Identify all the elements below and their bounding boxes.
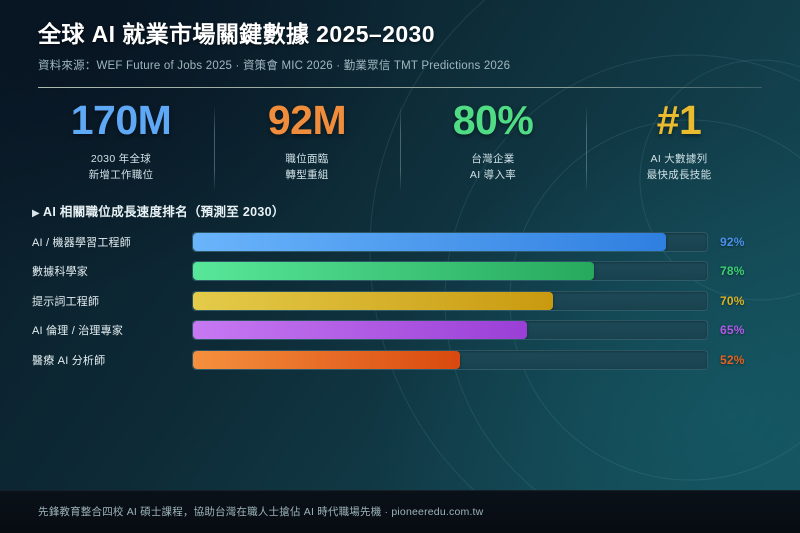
kpi-label-line2: 新增工作職位 — [88, 168, 154, 181]
kpi-label-line1: 台灣企業 — [471, 153, 515, 165]
bar-track — [192, 261, 708, 281]
bar-track — [192, 290, 708, 311]
kpi-value: 80% — [452, 97, 534, 143]
bar-fill — [193, 350, 461, 369]
bar-fill — [193, 291, 553, 310]
kpi-value: #1 — [656, 97, 702, 143]
bar-value-label: 65% — [720, 323, 745, 337]
kpi-row: 170M 2030 年全球 新增工作職位 92M 職位面臨 轉型重組 80% 台… — [28, 100, 772, 192]
bar-row: 提示詞工程師 70% — [32, 287, 768, 314]
bar-fill — [193, 321, 528, 339]
kpi-card-top-skill: #1 AI 大數據列 最快成長技能 — [586, 100, 772, 192]
bar-category-label: AI / 機器學習工程師 — [32, 236, 131, 249]
bar-row: 醫療 AI 分析師 52% — [32, 346, 768, 373]
bar-value-label: 70% — [720, 293, 745, 308]
kpi-label-line1: 職位面臨 — [285, 153, 329, 165]
bar-fill — [193, 232, 666, 251]
kpi-label-line1: AI 大數據列 — [650, 153, 708, 165]
kpi-card-jobs-added: 170M 2030 年全球 新增工作職位 — [28, 100, 214, 192]
kpi-label: AI 大數據列 最快成長技能 — [586, 152, 772, 184]
bar-value-label: 78% — [720, 264, 745, 278]
bar-category-label: 醫療 AI 分析師 — [32, 354, 106, 367]
kpi-label-line2: 最快成長技能 — [646, 168, 712, 181]
kpi-label-line1: 2030 年全球 — [90, 153, 152, 165]
bar-track — [192, 231, 708, 252]
bar-track — [192, 349, 708, 370]
kpi-value: 92M — [267, 97, 347, 143]
footer-text: 先鋒教育整合四校 AI 碩士課程，協助台灣在職人士搶佔 AI 時代職場先機 · … — [38, 506, 484, 518]
bar-row: 數據科學家 78% — [32, 258, 768, 285]
source-subtitle: 資料來源：WEF Future of Jobs 2025 · 資策會 MIC 2… — [38, 60, 511, 73]
chart-section-heading: ▶ AI 相關職位成長速度排名（預測至 2030） — [32, 201, 285, 220]
kpi-value: 170M — [70, 97, 172, 143]
kpi-label-line2: AI 導入率 — [469, 168, 517, 181]
bar-row: AI / 機器學習工程師 92% — [32, 228, 768, 255]
kpi-label: 台灣企業 AI 導入率 — [400, 152, 586, 184]
bar-value-label: 92% — [720, 234, 745, 249]
bar-chart: AI / 機器學習工程師 92% 數據科學家 78% 提示詞工程師 70% AI… — [32, 228, 768, 376]
bar-row: AI 倫理 / 治理專家 65% — [32, 317, 768, 344]
triangle-right-icon: ▶ — [32, 208, 40, 219]
bar-fill — [193, 262, 594, 280]
bar-category-label: 提示詞工程師 — [32, 295, 100, 308]
chart-title: AI 相關職位成長速度排名（預測至 2030） — [43, 205, 285, 219]
footer-bar: 先鋒教育整合四校 AI 碩士課程，協助台灣在職人士搶佔 AI 時代職場先機 · … — [0, 490, 800, 533]
bar-value-label: 52% — [720, 352, 745, 367]
header: 全球 AI 就業市場關鍵數據 2025–2030 資料來源：WEF Future… — [38, 21, 762, 73]
kpi-label: 2030 年全球 新增工作職位 — [28, 152, 214, 184]
page-title: 全球 AI 就業市場關鍵數據 2025–2030 — [38, 21, 435, 47]
kpi-card-jobs-transformed: 92M 職位面臨 轉型重組 — [214, 100, 400, 192]
bar-category-label: 數據科學家 — [32, 266, 88, 278]
header-divider — [38, 87, 762, 88]
bar-track — [192, 320, 708, 340]
kpi-label: 職位面臨 轉型重組 — [214, 152, 400, 184]
kpi-card-adoption-rate: 80% 台灣企業 AI 導入率 — [400, 100, 586, 192]
bar-category-label: AI 倫理 / 治理專家 — [32, 325, 124, 337]
kpi-label-line2: 轉型重組 — [285, 168, 329, 181]
